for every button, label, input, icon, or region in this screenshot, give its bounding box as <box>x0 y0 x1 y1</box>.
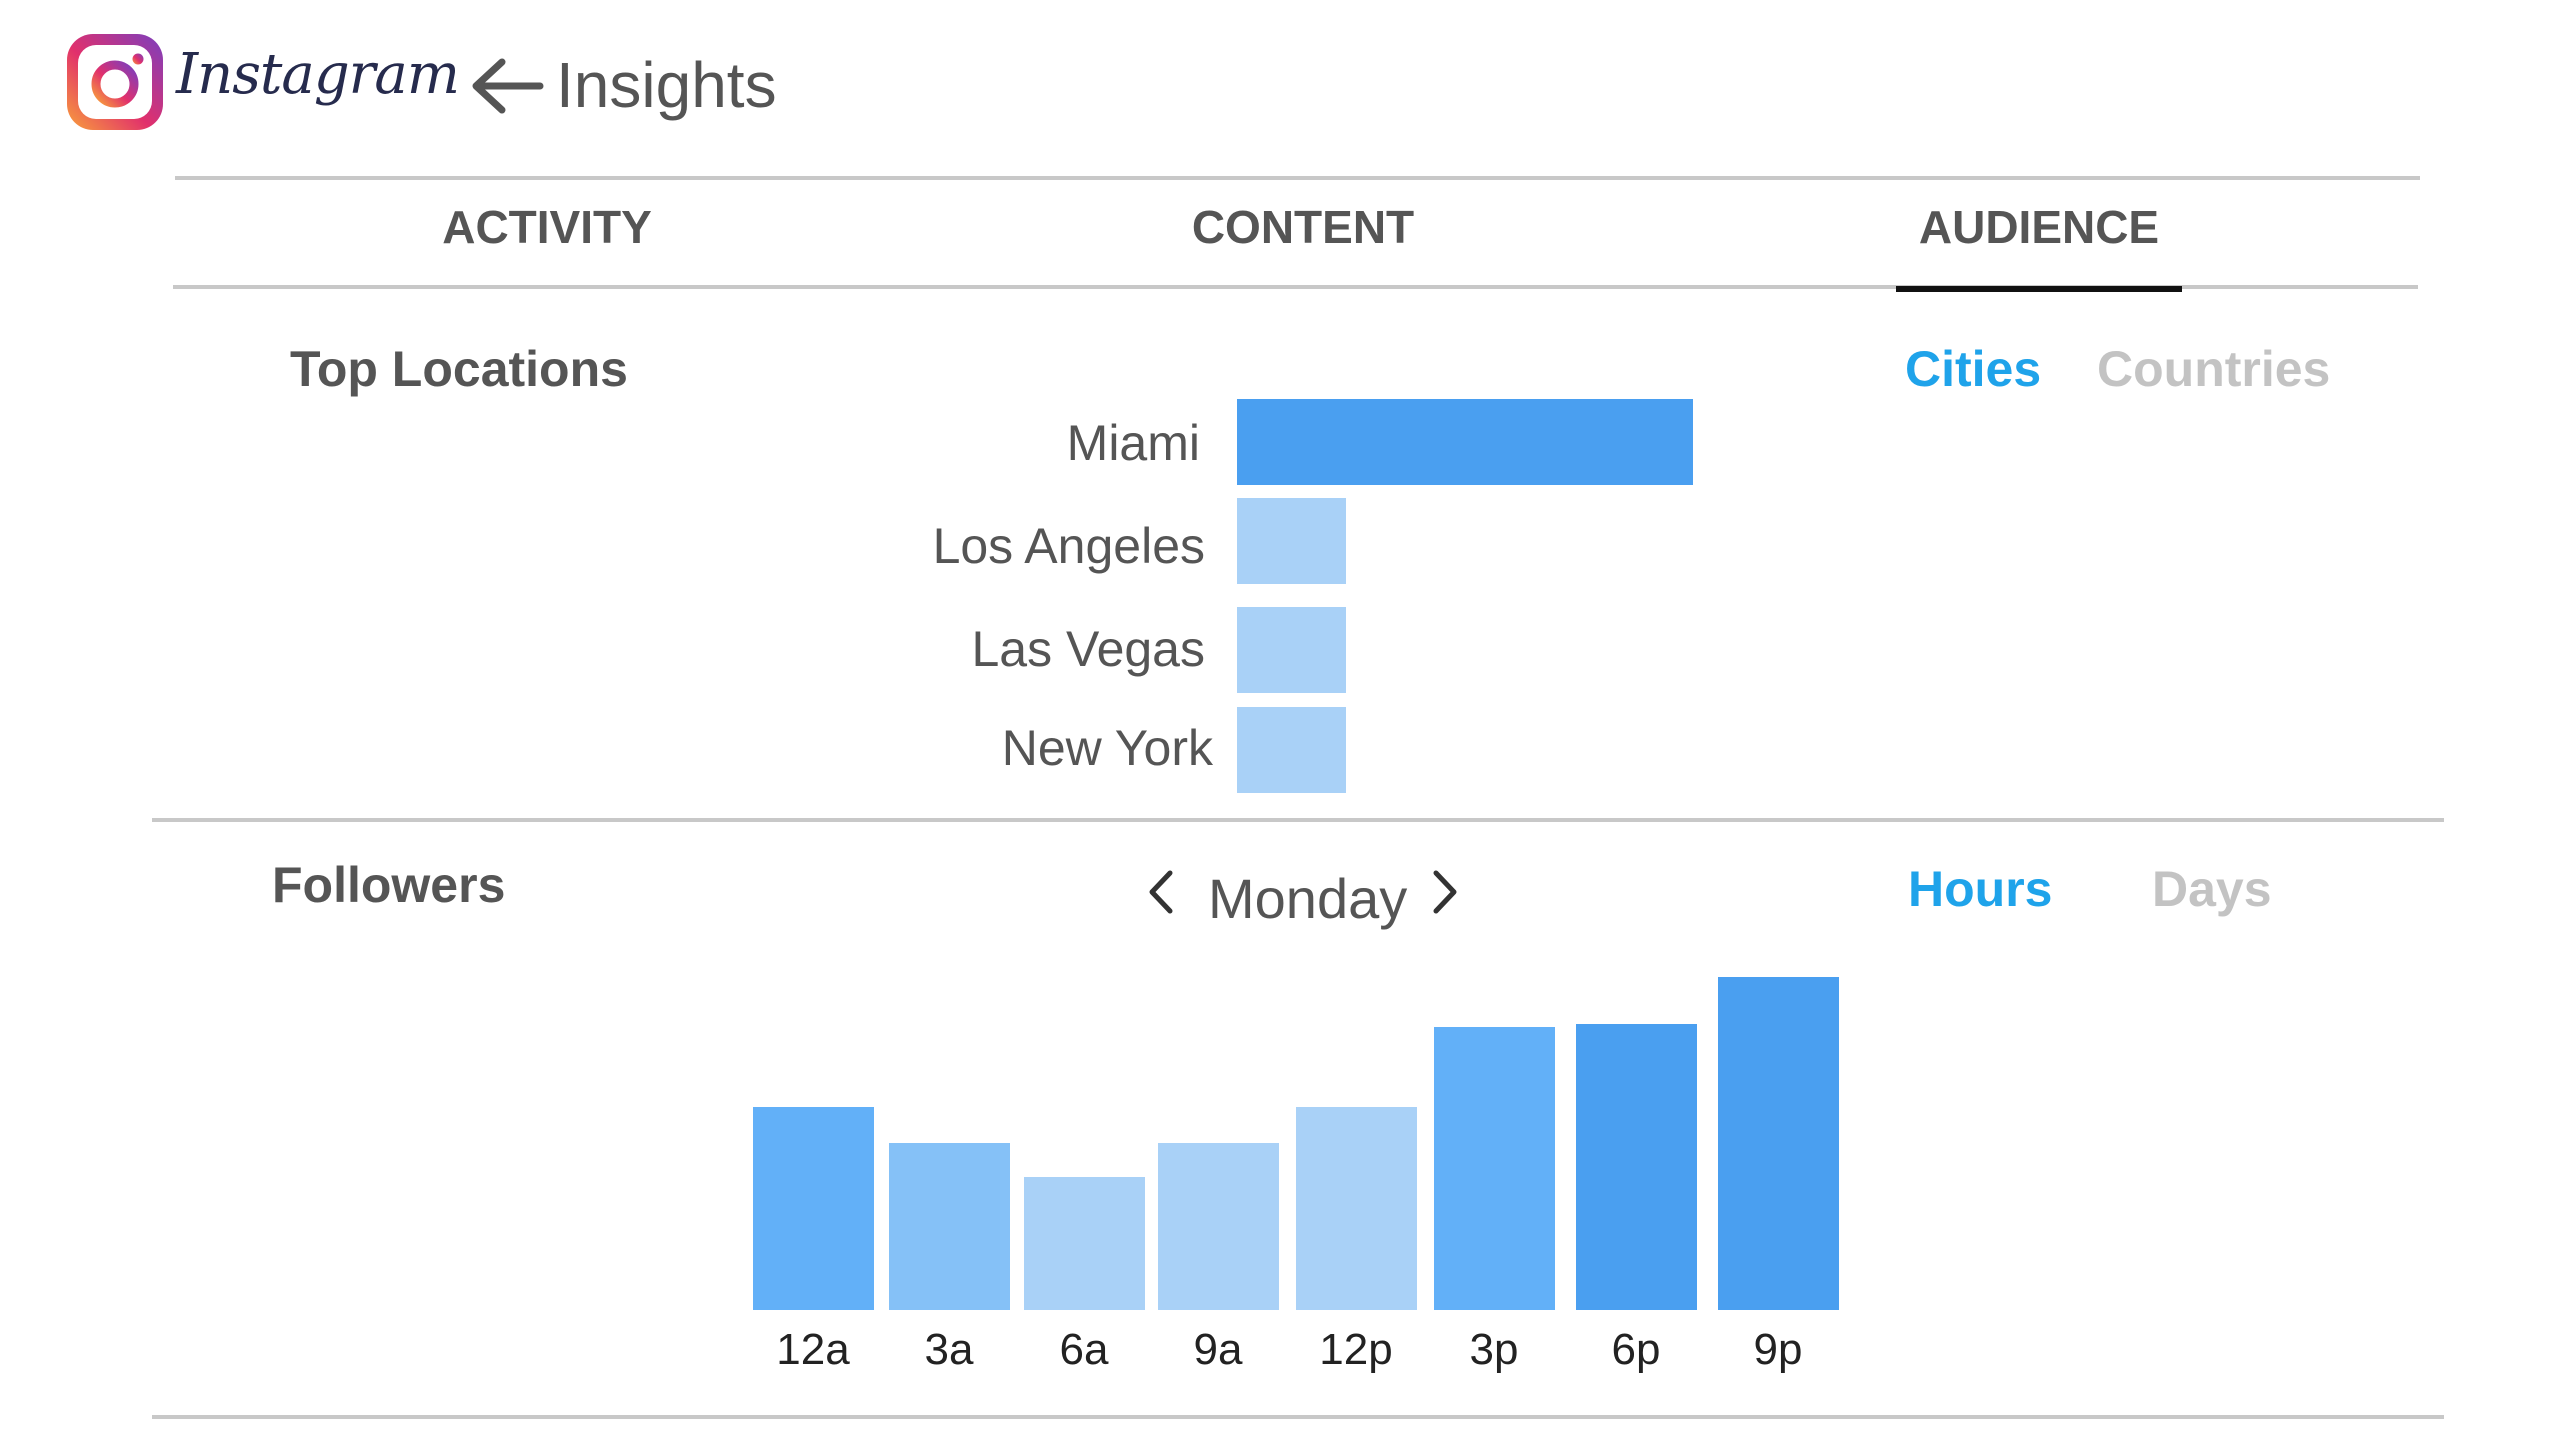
hour-label-9a: 9a <box>1193 1325 1243 1374</box>
hour-label-3a: 3a <box>924 1325 974 1374</box>
hour-bar-12a <box>753 1107 874 1310</box>
location-bar-new-york <box>1237 707 1346 793</box>
days-toggle[interactable]: Days <box>2152 861 2272 917</box>
hour-label-3p: 3p <box>1469 1325 1519 1374</box>
prev-day-chevron-icon[interactable] <box>1146 867 1176 917</box>
hour-label-12p: 12p <box>1319 1325 1393 1374</box>
tabs-top-divider <box>175 176 2420 180</box>
location-label-new-york: New York <box>1001 720 1213 776</box>
tab-activity[interactable]: ACTIVITY <box>442 201 652 253</box>
location-label-los-angeles: Los Angeles <box>932 518 1205 574</box>
location-bar-los-angeles <box>1237 498 1346 584</box>
hour-bar-6p <box>1576 1024 1697 1310</box>
hour-bar-3p <box>1434 1027 1555 1310</box>
hour-label-6p: 6p <box>1611 1325 1661 1374</box>
cities-toggle[interactable]: Cities <box>1905 341 2042 397</box>
countries-toggle[interactable]: Countries <box>2097 341 2331 397</box>
location-bar-miami <box>1237 399 1693 485</box>
followers-title: Followers <box>272 857 506 913</box>
tab-audience[interactable]: AUDIENCE <box>1918 201 2160 253</box>
selected-day: Monday <box>1208 867 1408 930</box>
hour-label-9p: 9p <box>1753 1325 1803 1374</box>
hour-label-6a: 6a <box>1059 1325 1109 1374</box>
section-divider <box>152 818 2444 822</box>
top-locations-title: Top Locations <box>290 341 628 397</box>
instagram-logo-icon <box>67 34 163 130</box>
instagram-wordmark: Instagram <box>176 42 460 107</box>
next-day-chevron-icon[interactable] <box>1430 867 1460 917</box>
tab-content[interactable]: CONTENT <box>1191 201 1415 253</box>
location-bar-las-vegas <box>1237 607 1346 693</box>
hour-label-12a: 12a <box>776 1325 850 1374</box>
page-title: Insights <box>556 49 777 121</box>
hour-bar-12p <box>1296 1107 1417 1310</box>
active-tab-indicator <box>1896 286 2182 292</box>
hours-toggle[interactable]: Hours <box>1908 861 2053 917</box>
hour-bar-9a <box>1158 1143 1279 1310</box>
hour-bar-9p <box>1718 977 1839 1310</box>
hour-bar-6a <box>1024 1177 1145 1310</box>
tabs-bottom-divider <box>173 285 2418 289</box>
bottom-divider <box>152 1415 2444 1419</box>
hour-bar-3a <box>889 1143 1010 1310</box>
location-label-miami: Miami <box>1066 415 1200 471</box>
back-arrow-icon[interactable] <box>468 56 544 116</box>
location-label-las-vegas: Las Vegas <box>971 621 1205 677</box>
